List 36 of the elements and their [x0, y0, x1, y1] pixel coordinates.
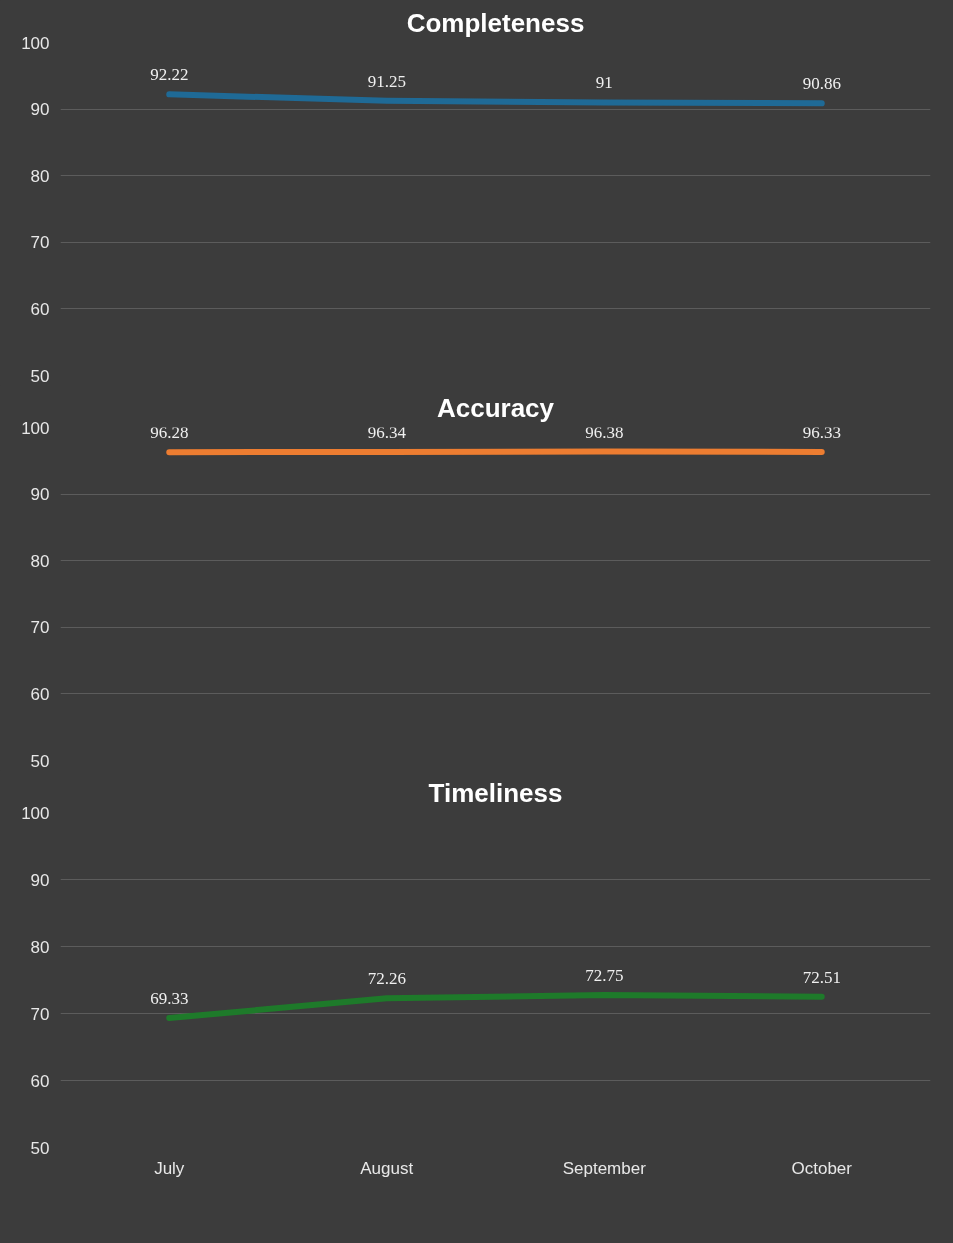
chart-title: Completeness	[406, 7, 585, 38]
data-label: 69.33	[150, 988, 189, 1008]
y-tick-label: 50	[30, 1138, 50, 1158]
y-tick-label: 60	[30, 299, 50, 319]
data-label: 91.25	[367, 71, 406, 91]
y-tick-label: 60	[30, 684, 50, 704]
y-tick-label: 70	[30, 233, 50, 253]
data-label: 92.22	[150, 65, 189, 85]
y-tick-label: 80	[30, 937, 50, 957]
y-tick-label: 70	[30, 1004, 50, 1024]
y-tick-label: 100	[21, 803, 50, 823]
x-tick-label: August	[360, 1158, 414, 1178]
data-label: 91	[595, 73, 613, 93]
data-label: 72.51	[802, 967, 841, 987]
y-tick-label: 100	[21, 33, 50, 53]
data-label: 96.28	[150, 423, 189, 443]
y-tick-label: 50	[30, 751, 50, 771]
chart-title: Timeliness	[428, 777, 563, 808]
data-label: 72.75	[585, 966, 624, 986]
y-tick-label: 100	[21, 418, 50, 438]
y-tick-label: 90	[30, 485, 50, 505]
x-tick-label: October	[791, 1158, 853, 1178]
y-tick-label: 80	[30, 551, 50, 571]
x-tick-label: September	[562, 1158, 647, 1178]
y-tick-label: 90	[30, 100, 50, 120]
y-tick-label: 60	[30, 1071, 50, 1091]
y-tick-label: 70	[30, 618, 50, 638]
y-tick-label: 50	[30, 366, 50, 386]
y-tick-label: 80	[30, 166, 50, 186]
data-label: 72.26	[367, 969, 406, 989]
y-tick-label: 90	[30, 870, 50, 890]
data-label: 90.86	[802, 74, 841, 94]
data-label: 96.33	[802, 422, 841, 442]
data-label: 96.34	[367, 422, 407, 442]
x-tick-label: July	[154, 1158, 185, 1178]
chart-title: Accuracy	[436, 392, 555, 423]
